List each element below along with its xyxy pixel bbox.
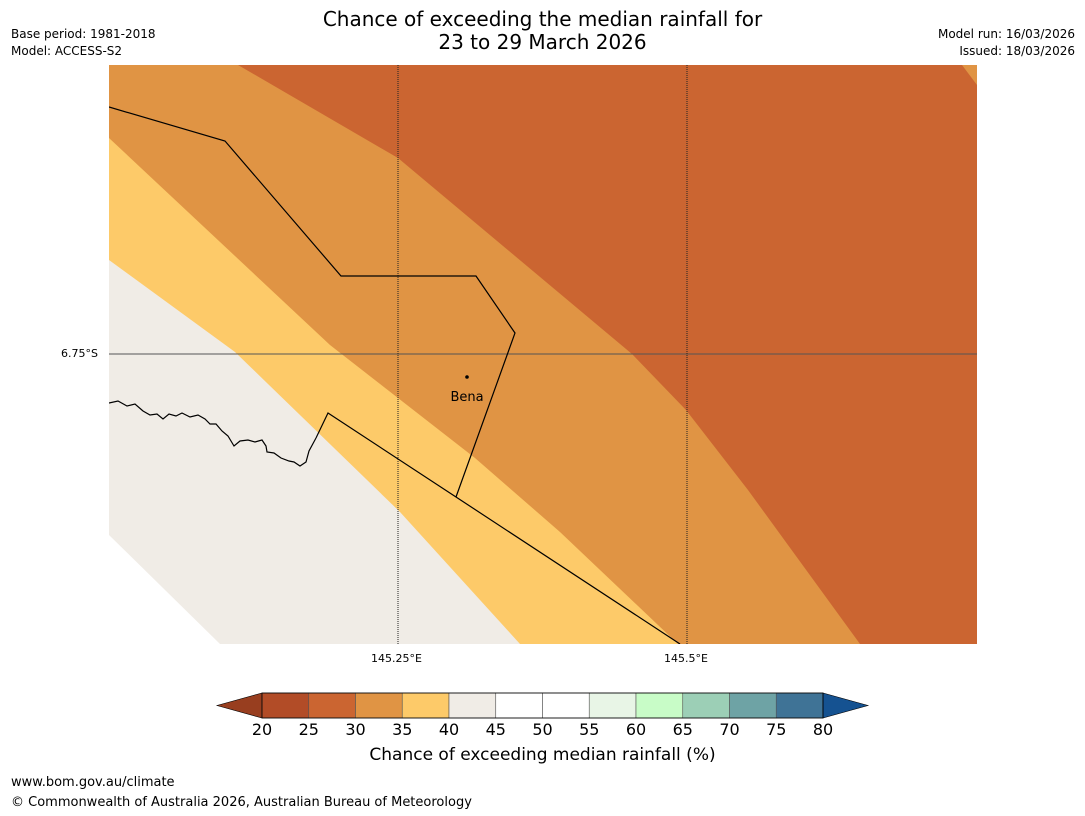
coastline xyxy=(109,400,317,467)
title-line-1: Chance of exceeding the median rainfall … xyxy=(322,7,763,31)
colorbar-segment xyxy=(729,692,777,719)
province-boundary-north xyxy=(109,106,516,498)
model-name: Model: ACCESS-S2 xyxy=(11,44,123,58)
meta-right: Model run: 16/03/2026 Issued: 18/03/2026 xyxy=(938,26,1075,60)
colorbar-segment xyxy=(495,692,543,719)
colorbar-tick-label: 65 xyxy=(673,720,693,739)
colorbar-tick-label: 50 xyxy=(532,720,552,739)
colorbar-tick-label: 25 xyxy=(299,720,319,739)
model-run: Model run: 16/03/2026 xyxy=(937,27,1075,41)
colorbar-tick-label: 80 xyxy=(813,720,833,739)
colorbar-tick-label: 45 xyxy=(486,720,506,739)
colorbar-tick-label: 20 xyxy=(252,720,272,739)
colorbar-tick-label: 30 xyxy=(345,720,365,739)
footer-copyright: © Commonwealth of Australia 2026, Austra… xyxy=(11,795,472,810)
bena-label: Bena xyxy=(450,390,483,405)
colorbar: 20 25 30 35 40 45 50 55 60 65 70 75 80 xyxy=(215,692,870,739)
colorbar-segment xyxy=(775,692,824,719)
colorbar-tick-label: 40 xyxy=(439,720,459,739)
colorbar-tick-label: 75 xyxy=(766,720,786,739)
colorbar-segment xyxy=(588,692,637,719)
province-boundary-south xyxy=(315,412,681,644)
colorbar-outline xyxy=(261,692,824,719)
colorbar-tick-label: 35 xyxy=(392,720,412,739)
colorbar-extend-low xyxy=(215,692,263,719)
colorbar-segment xyxy=(355,692,403,719)
colorbar-segment xyxy=(542,692,590,719)
issued-date: Issued: 18/03/2026 xyxy=(959,44,1075,58)
title-line-2: 23 to 29 March 2026 xyxy=(438,30,647,54)
map-title: Chance of exceeding the median rainfall … xyxy=(0,8,1085,54)
colorbar-title: Chance of exceeding median rainfall (%) xyxy=(369,745,716,765)
footer-url: www.bom.gov.au/climate xyxy=(11,775,175,790)
colorbar-segment xyxy=(401,692,450,719)
band-25-30 xyxy=(238,65,977,644)
colorbar-segment xyxy=(448,692,497,719)
colorbar-tick-label: 70 xyxy=(719,720,739,739)
latitude-label: 6.75°S xyxy=(61,347,98,360)
longitude-label-1: 145.25°E xyxy=(371,652,422,665)
colorbar-tick-label: 55 xyxy=(579,720,599,739)
colorbar-segment xyxy=(261,692,310,719)
colorbar-segment xyxy=(308,692,356,719)
colorbar-segment xyxy=(635,692,684,719)
base-period: Base period: 1981-2018 xyxy=(11,27,156,41)
meta-left: Base period: 1981-2018 Model: ACCESS-S2 xyxy=(11,26,156,60)
colorbar-extend-high xyxy=(822,692,870,719)
rainfall-map: Bena xyxy=(109,65,977,644)
bena-marker xyxy=(465,375,469,379)
colorbar-segment xyxy=(682,692,730,719)
longitude-label-2: 145.5°E xyxy=(664,652,708,665)
colorbar-tick-label: 60 xyxy=(626,720,646,739)
